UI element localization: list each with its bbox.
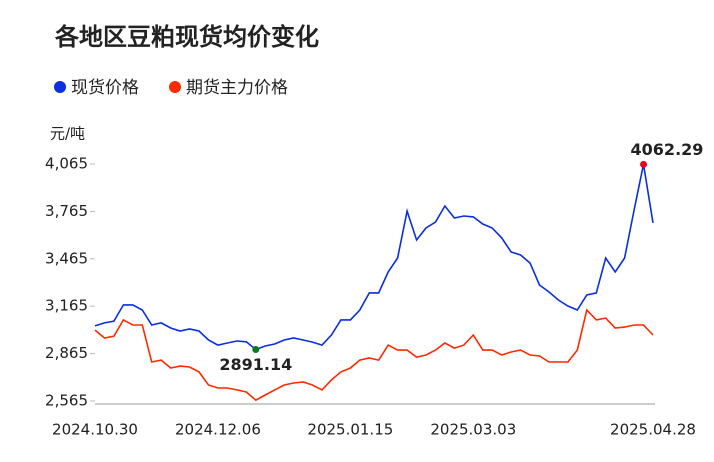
x-tick-label: 2025.01.15: [307, 421, 393, 439]
series-line: [94, 308, 654, 402]
y-tick-label: 2,565: [45, 392, 88, 410]
y-tick-label: 3,465: [45, 249, 88, 267]
x-tick-label: 2025.03.03: [430, 421, 516, 439]
legend-marker: [169, 81, 181, 93]
x-tick-label: 2024.12.06: [175, 421, 261, 439]
y-tick-label: 4,065: [45, 155, 88, 173]
legend-marker: [54, 81, 66, 93]
legend-label: 现货价格: [71, 78, 139, 98]
y-axis-label: 元/吨: [50, 125, 85, 143]
max-label: 4062.29: [631, 140, 704, 159]
min-label: 2891.14: [219, 355, 292, 374]
series-line: [94, 164, 654, 351]
max-point: [640, 160, 648, 168]
x-tick-label: 2025.04.28: [610, 421, 696, 439]
legend-label: 期货主力价格: [186, 78, 288, 98]
y-tick-label: 3,165: [45, 297, 88, 315]
x-tick-label: 2024.10.30: [52, 421, 138, 439]
chart-title: 各地区豆粕现货均价变化: [54, 23, 319, 51]
y-tick-label: 2,865: [45, 344, 88, 362]
min-point: [252, 345, 260, 353]
y-tick-label: 3,765: [45, 202, 88, 220]
